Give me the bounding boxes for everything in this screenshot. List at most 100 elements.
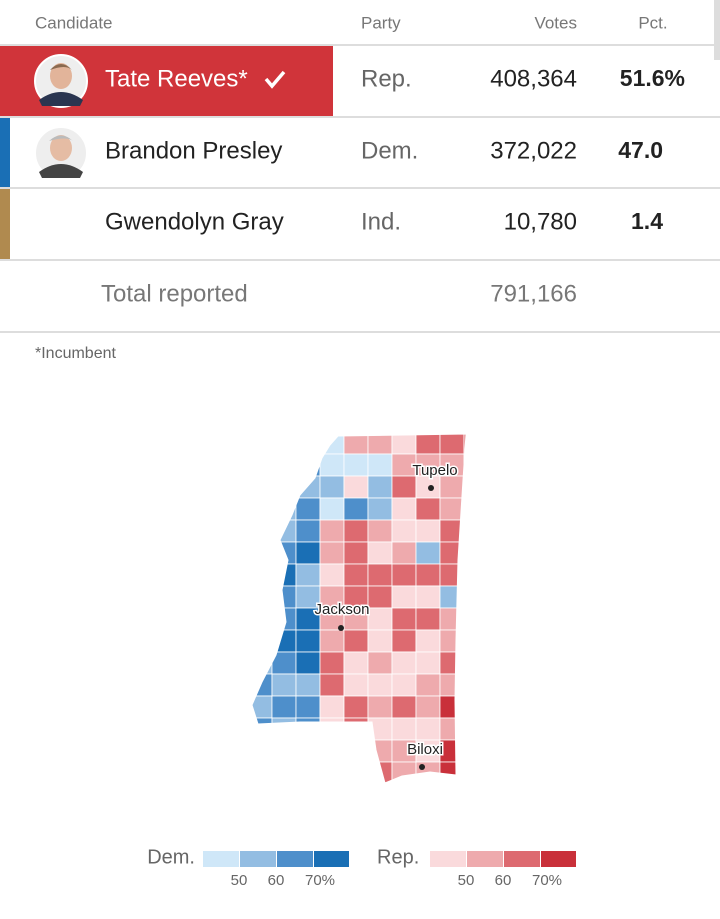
city-label: Biloxi: [407, 741, 443, 758]
county: [367, 541, 393, 565]
county: [367, 519, 393, 543]
county: [343, 761, 369, 783]
legend-tick: 60: [268, 872, 285, 889]
state-outline: [251, 433, 467, 784]
city-label: Tupelo: [412, 462, 457, 479]
county: [463, 629, 466, 653]
county: [463, 497, 466, 521]
county: [295, 541, 321, 565]
county: [343, 453, 369, 477]
county: [295, 651, 321, 675]
legend-tick: 70%: [305, 872, 335, 889]
county: [319, 453, 345, 477]
county: [271, 563, 297, 587]
county: [391, 563, 417, 587]
county: [463, 739, 466, 763]
county: [252, 739, 273, 763]
party: Ind.: [361, 208, 401, 235]
county: [271, 453, 297, 477]
winner-check: [264, 70, 286, 89]
county: [319, 717, 345, 741]
county: [343, 695, 369, 719]
county: [295, 673, 321, 697]
county: [439, 695, 465, 719]
city-dot: [419, 764, 425, 770]
legend-swatch: [277, 851, 313, 867]
county: [319, 563, 345, 587]
legend-swatch: [430, 851, 466, 867]
county: [367, 673, 393, 697]
county: [463, 434, 466, 455]
county: [463, 673, 466, 697]
county: [252, 434, 273, 455]
county: [295, 761, 321, 783]
footnote: *Incumbent: [35, 345, 116, 362]
county: [271, 434, 297, 455]
county: [391, 585, 417, 609]
county: [367, 585, 393, 609]
county: [295, 717, 321, 741]
county: [439, 585, 465, 609]
header-candidate: Candidate: [35, 13, 113, 32]
county: [439, 673, 465, 697]
scrollbar: [714, 0, 720, 60]
legend-swatch: [314, 851, 349, 867]
county: [343, 717, 369, 741]
county: [319, 739, 345, 763]
county: [415, 497, 441, 521]
county: [415, 717, 441, 741]
county: [319, 519, 345, 543]
county: [343, 673, 369, 697]
county: [252, 497, 273, 521]
county: [392, 784, 416, 806]
total-label: Total reported: [101, 280, 248, 307]
county: [252, 761, 273, 783]
county: [415, 541, 441, 565]
votes: 372,022: [490, 137, 577, 164]
legend-label: Rep.: [377, 846, 419, 868]
percent: 51.6%: [620, 65, 685, 91]
county: [391, 673, 417, 697]
percent: 47.0: [618, 137, 663, 163]
county: [463, 541, 466, 565]
county: [463, 563, 466, 587]
county: [343, 739, 369, 763]
county: [319, 475, 345, 499]
county: [463, 519, 466, 543]
county: [252, 717, 273, 741]
county: [367, 651, 393, 675]
header-party: Party: [361, 13, 401, 32]
county: [463, 717, 466, 741]
county: [439, 739, 465, 763]
legend-swatch: [203, 851, 239, 867]
county: [252, 673, 273, 697]
county: [416, 784, 440, 806]
header-pct: Pct.: [638, 13, 667, 32]
county: [295, 739, 321, 763]
total-votes: 791,166: [490, 280, 577, 307]
county: [463, 585, 466, 609]
county: [367, 739, 393, 763]
county: [252, 695, 273, 719]
county: [295, 434, 321, 455]
candidate-photo: [34, 126, 88, 180]
county: [439, 761, 465, 783]
legend-swatch: [467, 851, 503, 867]
legend-tick: 60: [495, 872, 512, 889]
county: [271, 673, 297, 697]
county: [415, 519, 441, 543]
county: [415, 475, 441, 499]
city-dot: [338, 625, 344, 631]
county: [415, 585, 441, 609]
county: [296, 784, 320, 806]
county: [439, 607, 465, 631]
county: [319, 497, 345, 521]
candidate-name: Gwendolyn Gray: [105, 208, 284, 235]
county: [343, 563, 369, 587]
county: [415, 695, 441, 719]
county: [439, 651, 465, 675]
county: [343, 519, 369, 543]
county: [391, 695, 417, 719]
county: [271, 629, 297, 653]
county: [367, 607, 393, 631]
